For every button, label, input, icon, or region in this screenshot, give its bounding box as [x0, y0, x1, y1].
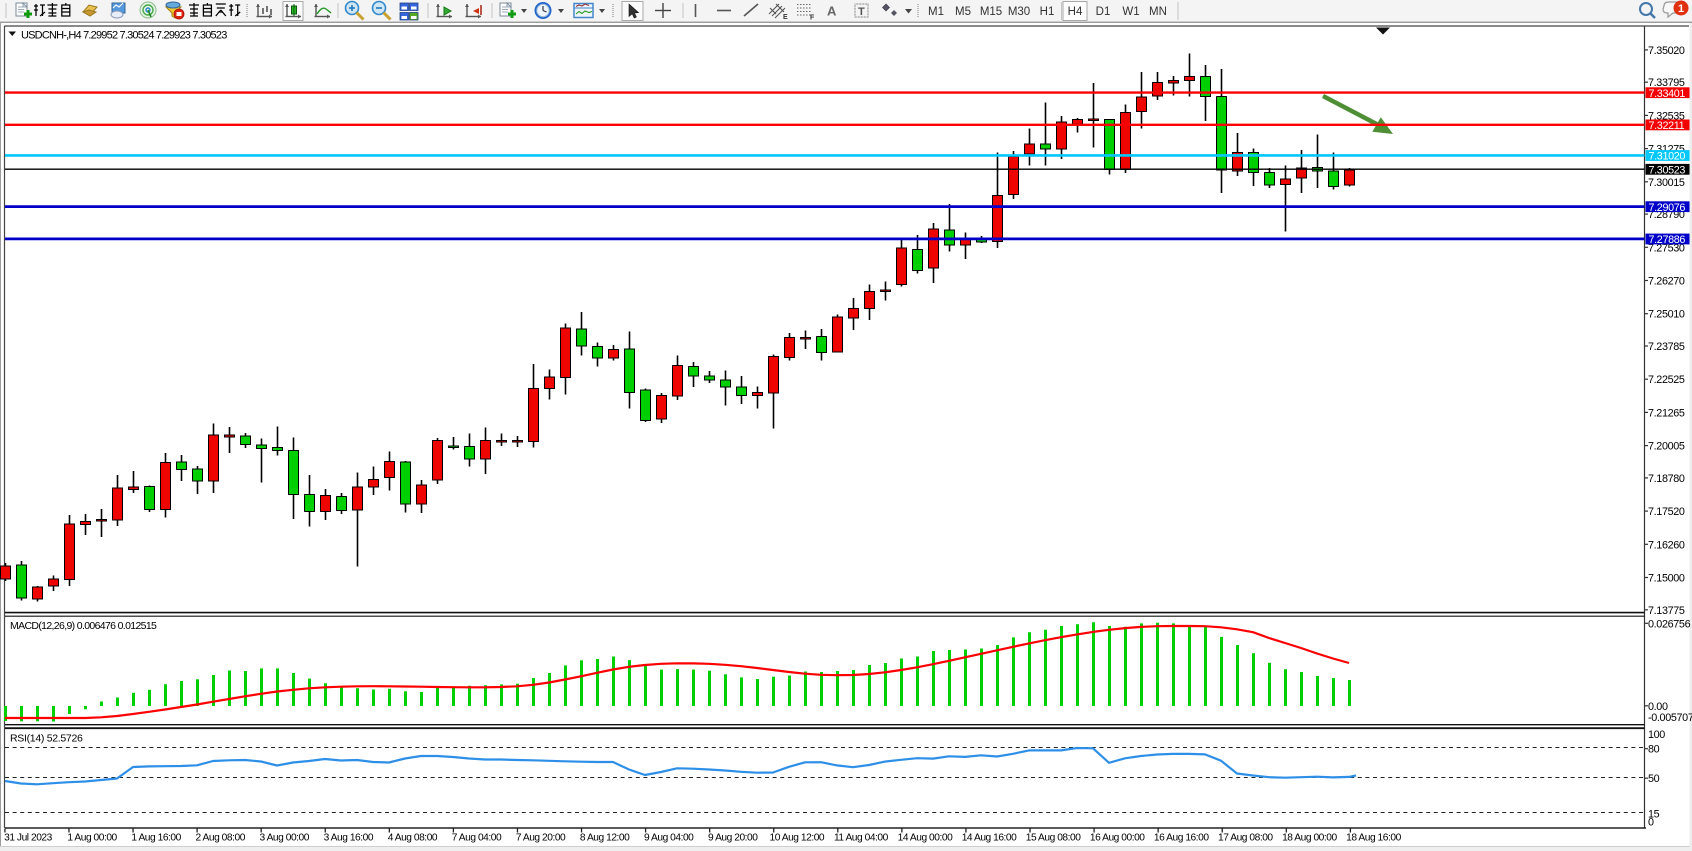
svg-text:MACD(12,26,9) 0.006476 0.01251: MACD(12,26,9) 0.006476 0.012515	[10, 620, 157, 632]
svg-text:7.27530: 7.27530	[1648, 242, 1685, 254]
svg-text:17 Aug 08:00: 17 Aug 08:00	[1218, 833, 1273, 844]
svg-text:7 Aug 04:00: 7 Aug 04:00	[452, 833, 502, 844]
svg-text:1: 1	[1678, 3, 1684, 15]
svg-text:14 Aug 16:00: 14 Aug 16:00	[962, 833, 1017, 844]
svg-text:A: A	[827, 4, 837, 19]
svg-text:7.16260: 7.16260	[1648, 539, 1685, 551]
svg-text:7.32211: 7.32211	[1649, 120, 1685, 132]
svg-text:RSI(14) 52.5726: RSI(14) 52.5726	[10, 732, 83, 744]
svg-text:50: 50	[1648, 773, 1660, 785]
svg-text:15 Aug 08:00: 15 Aug 08:00	[1026, 833, 1081, 844]
svg-text:7.35020: 7.35020	[1648, 45, 1685, 57]
svg-text:M1: M1	[928, 6, 944, 18]
svg-text:W1: W1	[1122, 6, 1139, 18]
svg-text:T: T	[858, 6, 865, 18]
svg-text:D1: D1	[1096, 6, 1111, 18]
svg-text:16 Aug 00:00: 16 Aug 00:00	[1090, 833, 1145, 844]
svg-text:7.30015: 7.30015	[1648, 177, 1685, 189]
svg-text:7.31020: 7.31020	[1649, 151, 1686, 163]
svg-text:F: F	[810, 15, 815, 22]
svg-text:7.33401: 7.33401	[1649, 88, 1686, 100]
svg-text:H4: H4	[1068, 6, 1083, 18]
svg-text:M30: M30	[1008, 6, 1030, 18]
svg-text:9 Aug 20:00: 9 Aug 20:00	[708, 833, 758, 844]
svg-text:M5: M5	[955, 6, 971, 18]
svg-text:7.20005: 7.20005	[1648, 441, 1685, 453]
svg-text:H1: H1	[1040, 6, 1055, 18]
svg-text:7.13775: 7.13775	[1648, 605, 1685, 617]
svg-text:0: 0	[1648, 816, 1654, 828]
svg-text:7.23785: 7.23785	[1648, 341, 1685, 353]
svg-text:3 Aug 00:00: 3 Aug 00:00	[260, 833, 310, 844]
svg-text:8 Aug 12:00: 8 Aug 12:00	[580, 833, 630, 844]
svg-text:7.22525: 7.22525	[1648, 374, 1685, 386]
svg-text:4 Aug 08:00: 4 Aug 08:00	[388, 833, 438, 844]
svg-text:14 Aug 00:00: 14 Aug 00:00	[898, 833, 953, 844]
svg-text:3 Aug 16:00: 3 Aug 16:00	[324, 833, 374, 844]
svg-text:7.33795: 7.33795	[1648, 77, 1685, 89]
svg-text:7.17520: 7.17520	[1648, 506, 1685, 518]
svg-text:7.15000: 7.15000	[1648, 573, 1685, 585]
svg-text:18 Aug 16:00: 18 Aug 16:00	[1346, 833, 1401, 844]
svg-text:MN: MN	[1149, 6, 1167, 18]
svg-text:7.25010: 7.25010	[1648, 309, 1685, 321]
svg-text:7.29076: 7.29076	[1649, 202, 1686, 214]
svg-text:100: 100	[1648, 729, 1665, 741]
svg-text:-0.005707: -0.005707	[1648, 712, 1692, 724]
svg-text:1 Aug 16:00: 1 Aug 16:00	[131, 833, 181, 844]
svg-text:18 Aug 00:00: 18 Aug 00:00	[1282, 833, 1337, 844]
svg-text:7.18780: 7.18780	[1648, 473, 1685, 485]
svg-text:2 Aug 08:00: 2 Aug 08:00	[195, 833, 245, 844]
svg-text:M15: M15	[980, 6, 1002, 18]
svg-text:31 Jul 2023: 31 Jul 2023	[4, 833, 53, 844]
svg-text:80: 80	[1648, 744, 1660, 756]
svg-text:1 Aug 00:00: 1 Aug 00:00	[67, 833, 117, 844]
svg-text:7.21265: 7.21265	[1648, 407, 1685, 419]
svg-text:10 Aug 12:00: 10 Aug 12:00	[770, 833, 825, 844]
svg-text:0.026756: 0.026756	[1648, 618, 1691, 630]
svg-text:7 Aug 20:00: 7 Aug 20:00	[516, 833, 566, 844]
svg-text:7.30523: 7.30523	[1649, 165, 1686, 177]
svg-text:USDCNH-,H4 7.29952 7.30524 7.: USDCNH-,H4 7.29952 7.30524 7.29923 7.305…	[21, 30, 227, 42]
svg-text:E: E	[783, 14, 788, 21]
svg-text:7.27886: 7.27886	[1649, 234, 1686, 246]
svg-text:7.26270: 7.26270	[1648, 276, 1685, 288]
svg-text:16 Aug 16:00: 16 Aug 16:00	[1154, 833, 1209, 844]
svg-text:15: 15	[1648, 809, 1660, 821]
svg-text:0.00: 0.00	[1648, 701, 1668, 713]
svg-text:9 Aug 04:00: 9 Aug 04:00	[644, 833, 694, 844]
svg-text:11 Aug 04:00: 11 Aug 04:00	[834, 833, 889, 844]
svg-text:7.32535: 7.32535	[1648, 110, 1685, 122]
